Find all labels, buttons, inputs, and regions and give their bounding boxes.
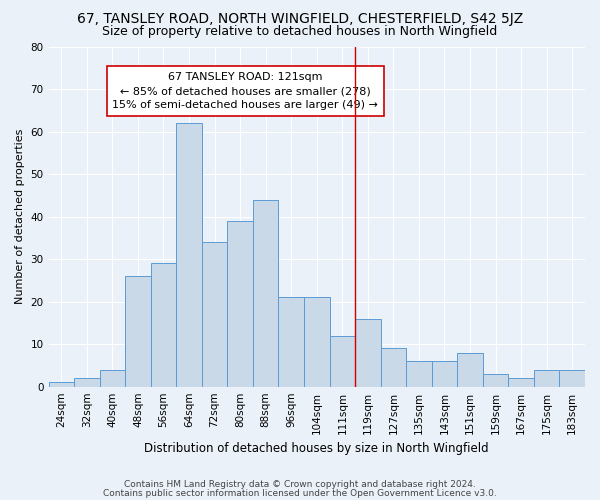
Bar	[380, 348, 406, 387]
Bar	[534, 370, 559, 386]
Bar	[329, 336, 355, 386]
Bar	[176, 123, 202, 386]
Bar	[559, 370, 585, 386]
Bar	[508, 378, 534, 386]
Bar	[406, 361, 432, 386]
Bar	[483, 374, 508, 386]
Bar	[74, 378, 100, 386]
Bar	[125, 276, 151, 386]
Bar	[253, 200, 278, 386]
Text: 67, TANSLEY ROAD, NORTH WINGFIELD, CHESTERFIELD, S42 5JZ: 67, TANSLEY ROAD, NORTH WINGFIELD, CHEST…	[77, 12, 523, 26]
X-axis label: Distribution of detached houses by size in North Wingfield: Distribution of detached houses by size …	[145, 442, 489, 455]
Y-axis label: Number of detached properties: Number of detached properties	[15, 129, 25, 304]
Bar	[49, 382, 74, 386]
Text: Size of property relative to detached houses in North Wingfield: Size of property relative to detached ho…	[103, 25, 497, 38]
Bar	[278, 298, 304, 386]
Bar	[432, 361, 457, 386]
Bar	[304, 298, 329, 386]
Bar	[151, 264, 176, 386]
Bar	[457, 352, 483, 386]
Text: Contains HM Land Registry data © Crown copyright and database right 2024.: Contains HM Land Registry data © Crown c…	[124, 480, 476, 489]
Bar	[202, 242, 227, 386]
Bar	[355, 318, 380, 386]
Text: Contains public sector information licensed under the Open Government Licence v3: Contains public sector information licen…	[103, 489, 497, 498]
Bar	[227, 221, 253, 386]
Bar	[100, 370, 125, 386]
Text: 67 TANSLEY ROAD: 121sqm
← 85% of detached houses are smaller (278)
15% of semi-d: 67 TANSLEY ROAD: 121sqm ← 85% of detache…	[112, 72, 378, 110]
